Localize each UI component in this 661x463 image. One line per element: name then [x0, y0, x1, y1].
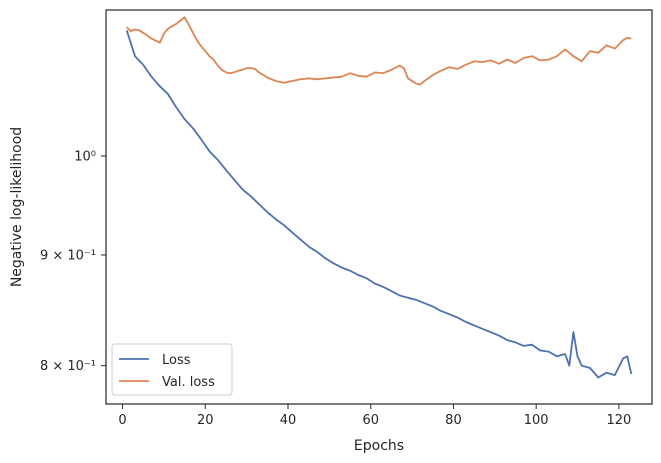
x-ticks: 0 20 40 60 80 100 120 — [118, 404, 631, 428]
plot-area — [105, 9, 653, 405]
x-tick-label: 80 — [445, 413, 462, 428]
x-tick-label: 40 — [280, 413, 297, 428]
x-tick-label: 60 — [362, 413, 379, 428]
x-tick-label: 20 — [197, 413, 214, 428]
x-tick-label: 0 — [118, 413, 126, 428]
y-axis-label: Negative log-likelihood — [9, 127, 25, 287]
x-axis-label: Epochs — [354, 438, 404, 454]
y-ticks: 8 × 10⁻¹ 9 × 10⁻¹ 10⁰ — [40, 149, 106, 374]
legend: Loss Val. loss — [111, 343, 233, 396]
series-line-loss — [125, 30, 633, 379]
x-tick-label: 100 — [524, 413, 549, 428]
legend-label-val-loss: Val. loss — [162, 375, 215, 390]
y-tick-label: 10⁰ — [74, 149, 96, 164]
series-line-val-loss — [126, 16, 632, 86]
series-layer — [125, 16, 633, 379]
legend-label-loss: Loss — [162, 353, 191, 368]
y-tick-label: 8 × 10⁻¹ — [40, 359, 96, 374]
x-tick-label: 120 — [606, 413, 631, 428]
y-tick-label: 9 × 10⁻¹ — [40, 248, 96, 263]
legend-box — [111, 343, 233, 396]
